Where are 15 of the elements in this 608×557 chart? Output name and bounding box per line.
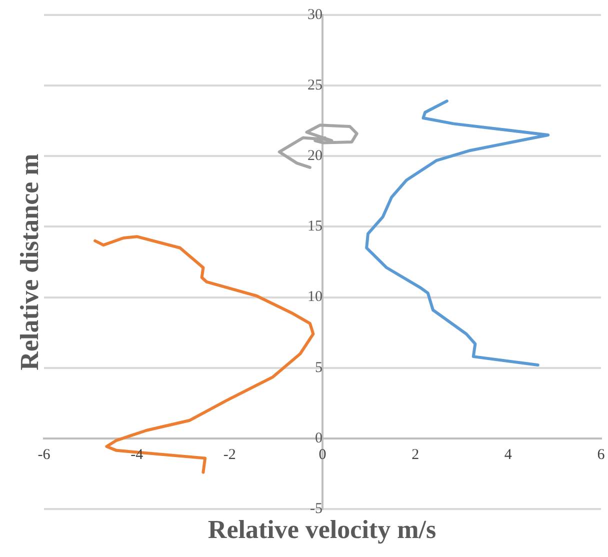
y-tick-label: 10 xyxy=(308,289,322,306)
y-tick-label: 30 xyxy=(308,6,322,23)
y-tick-label: 5 xyxy=(315,360,322,376)
y-tick-label: 20 xyxy=(308,148,322,164)
x-tick-label: 2 xyxy=(412,446,420,463)
x-tick-label: 6 xyxy=(597,446,606,463)
x-tick-label: 4 xyxy=(504,446,512,463)
y-tick-label: 15 xyxy=(308,218,322,235)
x-tick-label: -2 xyxy=(223,446,236,463)
x-axis-title: Relative velocity m/s xyxy=(208,515,436,545)
y-tick-label: 25 xyxy=(308,78,322,94)
x-tick-label: -6 xyxy=(38,446,51,463)
y-tick-label: 0 xyxy=(315,430,322,446)
y-tick-label: -5 xyxy=(310,500,322,517)
y-axis-title: Relative distance m xyxy=(15,154,45,370)
